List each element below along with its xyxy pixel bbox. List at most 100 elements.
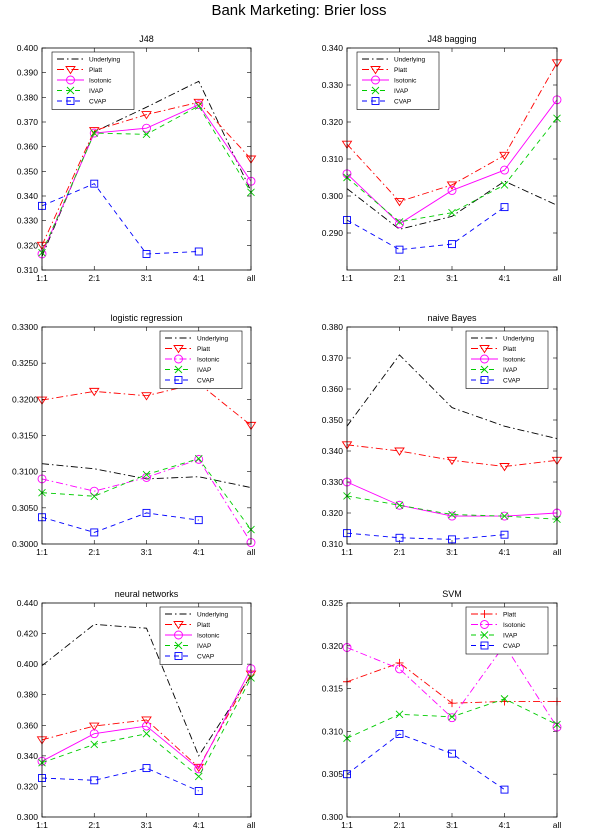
x-tick-label: 4:1: [193, 273, 205, 283]
data-point: [447, 713, 457, 723]
legend-label: Platt: [89, 67, 102, 74]
series-line: [346, 206, 505, 251]
y-tick-label: 0.3300: [12, 322, 38, 332]
legend-marker: [174, 630, 183, 640]
legend-label: IVAP: [197, 643, 211, 650]
legend-label: Platt: [503, 612, 516, 619]
y-tick-label: 0.320: [17, 781, 39, 791]
data-point: [447, 185, 457, 195]
data-point: [194, 516, 203, 525]
legend-label: Isotonic: [394, 78, 417, 85]
series-line: [41, 183, 199, 255]
series-line: [41, 382, 252, 426]
data-point: [90, 129, 99, 137]
data-point: [193, 98, 205, 108]
y-tick-label: 0.320: [17, 240, 39, 250]
legend-box: [51, 51, 135, 110]
series-line: [41, 512, 199, 533]
plot-frame: [346, 326, 558, 545]
series-line: [346, 662, 557, 704]
chart-3: logistic regression 0.3000 0.3050 0.3100 0.3…: [12, 313, 257, 557]
y-tick-label: 0.400: [17, 43, 39, 53]
series-line: [41, 767, 199, 792]
y-tick-label: 0.310: [17, 265, 39, 275]
legend-label: CVAP: [503, 378, 520, 385]
plot-frame: [41, 602, 252, 818]
data-point: [499, 151, 510, 161]
y-tick-label: 0.340: [322, 43, 344, 53]
data-point: [395, 533, 404, 542]
data-point: [448, 240, 456, 249]
plot-frame: [41, 47, 252, 271]
data-point: [90, 776, 99, 785]
legend-label: Underlying: [197, 612, 228, 619]
data-point: [90, 179, 99, 188]
legend-label: Platt: [197, 346, 210, 353]
data-point: [448, 208, 456, 217]
data-point: [142, 123, 151, 133]
data-point: [448, 749, 456, 758]
data-point: [395, 500, 404, 510]
y-tick-label: 0.320: [322, 641, 344, 651]
data-point: [395, 218, 404, 226]
y-tick-label: 0.290: [322, 228, 344, 238]
data-point: [142, 721, 151, 731]
y-tick-label: 0.330: [322, 80, 344, 90]
data-point: [88, 387, 100, 397]
x-tick-label: 3:1: [141, 820, 153, 830]
data-point: [500, 181, 509, 189]
x-tick-label: all: [247, 547, 256, 557]
y-tick-label: 0.440: [17, 598, 39, 608]
data-point: [500, 695, 509, 703]
legend-box: [159, 330, 243, 389]
x-tick-label: 2:1: [88, 820, 100, 830]
legend-box: [159, 606, 243, 665]
chart-4: naive Bayes 0.310 0.320 0.330 0.340 0.350 0.36…: [322, 313, 563, 557]
y-tick-label: 0.360: [17, 142, 39, 152]
chart-1: J48 0.310 0.320 0.330 0.340 0.350 0.360 0.370 0.…: [17, 34, 257, 283]
legend-marker: [66, 86, 75, 95]
legend-label: Isotonic: [503, 622, 526, 629]
data-point: [89, 486, 99, 496]
legend-marker: [66, 97, 75, 105]
data-point: [90, 740, 99, 749]
data-point: [142, 130, 151, 139]
y-tick-label: 0.400: [17, 659, 39, 669]
series-line: [41, 623, 252, 757]
data-point: [395, 710, 404, 719]
data-point: [394, 447, 405, 456]
y-tick-label: 0.420: [17, 629, 39, 639]
data-point: [447, 511, 457, 521]
data-point: [395, 658, 404, 667]
y-tick-label: 0.3200: [12, 394, 38, 404]
chart-title: J48: [139, 34, 154, 44]
x-tick-label: 1:1: [341, 820, 353, 830]
y-tick-label: 0.320: [322, 117, 344, 127]
legend-label: Platt: [197, 622, 210, 629]
data-point: [142, 729, 151, 738]
x-tick-label: 2:1: [394, 273, 406, 283]
legend-marker: [174, 365, 183, 374]
legend-marker: [174, 641, 183, 650]
chart-5: neural networks 0.300 0.320 0.340 0.360 0.380…: [17, 589, 257, 830]
legend: Underlying Platt Isotonic IVAP CVAP: [465, 330, 549, 389]
x-tick-label: 3:1: [446, 273, 458, 283]
legend-box: [356, 51, 440, 110]
y-tick-label: 0.330: [322, 477, 344, 487]
series-line: [346, 354, 558, 440]
y-tick-label: 0.3100: [12, 467, 38, 477]
series-line: [41, 677, 252, 778]
y-tick-label: 0.310: [322, 539, 344, 549]
chart-6: SVM 0.300 0.305 0.310 0.315 0.320 0.325 1:1 2:1 3…: [322, 589, 562, 830]
data-point: [89, 128, 99, 138]
data-point: [194, 102, 203, 110]
y-tick-label: 0.380: [17, 690, 39, 700]
y-tick-label: 0.310: [322, 154, 344, 164]
x-tick-label: 3:1: [446, 820, 458, 830]
data-point: [448, 699, 456, 708]
data-point: [89, 729, 99, 739]
legend: Underlying Platt Isotonic IVAP CVAP: [51, 51, 135, 110]
data-point: [193, 763, 205, 773]
y-tick-label: 0.350: [322, 415, 344, 425]
data-point: [448, 510, 456, 519]
